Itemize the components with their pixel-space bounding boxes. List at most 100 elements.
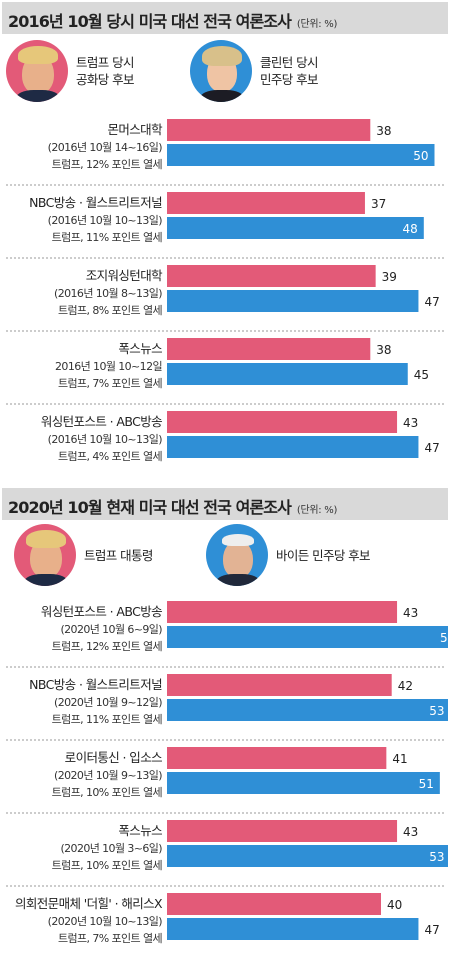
poll-gap-label: 트럼프, 10% 포인트 열세 [52,859,162,872]
bar-trump [167,893,381,915]
value-label-trump: 39 [382,270,397,284]
bar-democrat [167,144,435,166]
candidate-clinton-2016: 클린턴 당시 민주당 후보 [190,40,318,102]
poll-name-label: 폭스뉴스 [118,823,162,838]
value-label-democrat: 53 [429,850,444,864]
value-label-trump: 43 [403,606,418,620]
poll-group: 폭스뉴스 (2020년 10월 3~6일) 트럼프, 10% 포인트 열세 43 53 [6,812,448,872]
value-label-trump: 38 [376,124,391,138]
bar-trump [167,265,376,287]
poll-date-label: 2016년 10월 10~12일 [55,359,162,373]
poll-name-label: 워싱턴포스트 · ABC방송 [41,414,162,429]
bar-trump [167,119,371,141]
value-label-trump: 43 [403,825,418,839]
poll-name-label: 의회전문매체 '더힐' · 해리스X [15,896,163,911]
poll-group: 워싱턴포스트 · ABC방송 (2016년 10월 10~13일) 트럼프, 4% … [6,403,444,463]
candidate-trump-2016: 트럼프 당시 공화당 후보 [6,40,134,102]
candidate-label: 트럼프 당시 공화당 후보 [76,55,134,87]
bar-democrat [167,290,419,312]
poll-group: NBC방송 · 월스트리트저널 (2016년 10월 10~13일) 트럼프, 11… [6,184,444,244]
bar-trump [167,820,398,842]
candidate-label: 바이든 민주당 후보 [276,547,371,563]
value-label-trump: 41 [392,752,407,766]
candidate-label: 트럼프 대통령 [84,547,153,563]
poll-date-label: (2020년 10월 6~9일) [60,622,162,636]
bar-democrat [167,626,448,648]
value-label-trump: 38 [376,343,391,357]
value-label-democrat: 47 [424,441,439,455]
candidate-label: 클린턴 당시 민주당 후보 [260,55,318,87]
value-label-trump: 40 [387,898,402,912]
bar-trump [167,192,365,214]
value-label-trump: 42 [398,679,413,693]
value-label-democrat: 50 [413,149,428,163]
poll-panel-2016: 2016년 10월 당시 미국 대선 전국 여론조사 (단위: %) 트럼프 당시… [2,2,448,478]
bar-democrat [167,363,408,385]
poll-date-label: (2016년 10월 10~13일) [48,432,163,446]
bar-trump [167,674,392,696]
poll-gap-label: 트럼프, 12% 포인트 열세 [52,640,162,653]
bar-democrat [167,845,448,867]
poll-group: 워싱턴포스트 · ABC방송 (2020년 10월 6~9일) 트럼프, 12% 포… [41,601,448,653]
poll-date-label: (2020년 10월 10~13일) [48,914,163,928]
poll-group: 조지워싱턴대학 (2016년 10월 8~13일) 트럼프, 8% 포인트 열세 39… [6,257,444,317]
poll-date-label: (2020년 10월 9~13일) [54,768,162,782]
bar-trump [167,747,387,769]
poll-panel-2020: 2020년 10월 현재 미국 대선 전국 여론조사 (단위: %) 트럼프 대통… [2,488,448,958]
value-label-democrat: 45 [414,368,429,382]
trump-photo-icon [6,40,68,102]
value-label-democrat: 55 [440,631,448,645]
poll-name-label: NBC방송 · 월스트리트저널 [29,195,162,210]
poll-gap-label: 트럼프, 11% 포인트 열세 [52,231,162,244]
bar-democrat [167,918,419,940]
poll-group: 로이터통신 · 입소스 (2020년 10월 9~13일) 트럼프, 10% 포인트… [6,739,444,799]
poll-bars-2020: 워싱턴포스트 · ABC방송 (2020년 10월 6~9일) 트럼프, 12% 포… [6,601,448,945]
trump-photo-icon [14,524,76,586]
poll-group: NBC방송 · 월스트리트저널 (2020년 10월 9~12일) 트럼프, 11%… [6,666,448,726]
bar-democrat [167,436,419,458]
bar-trump [167,601,398,623]
bar-trump [167,338,371,360]
poll-name-label: 몬머스대학 [107,122,163,137]
value-label-democrat: 51 [419,777,434,791]
poll-date-label: (2016년 10월 14~16일) [48,140,163,154]
poll-gap-label: 트럼프, 8% 포인트 열세 [58,304,162,317]
poll-name-label: 로이터통신 · 입소스 [65,750,162,765]
poll-date-label: (2020년 10월 9~12일) [54,695,162,709]
candidate-trump-2020: 트럼프 대통령 [14,524,153,586]
poll-name-label: 조지워싱턴대학 [86,268,163,283]
bar-democrat [167,217,424,239]
poll-date-label: (2020년 10월 3~6일) [60,841,162,855]
bar-democrat [167,772,440,794]
panel-header: 2020년 10월 현재 미국 대선 전국 여론조사 (단위: %) [2,488,448,520]
value-label-democrat: 47 [424,923,439,937]
unit-label: (단위: %) [296,505,338,516]
poll-date-label: (2016년 10월 10~13일) [48,213,163,227]
value-label-trump: 43 [403,416,418,430]
poll-date-label: (2016년 10월 8~13일) [54,286,162,300]
poll-group: 의회전문매체 '더힐' · 해리스X (2020년 10월 10~13일) 트럼프,… [6,885,444,945]
chart-title: 2016년 10월 당시 미국 대선 전국 여론조사 (단위: %) [8,12,338,31]
bar-trump [167,411,398,433]
bar-democrat [167,699,448,721]
poll-gap-label: 트럼프, 11% 포인트 열세 [52,713,162,726]
poll-gap-label: 트럼프, 10% 포인트 열세 [52,786,162,799]
value-label-trump: 37 [371,197,386,211]
poll-name-label: NBC방송 · 월스트리트저널 [29,677,162,692]
candidate-biden-2020: 바이든 민주당 후보 [206,524,371,586]
poll-group: 몬머스대학 (2016년 10월 14~16일) 트럼프, 12% 포인트 열세 38… [48,119,435,171]
clinton-photo-icon [190,40,252,102]
panel-header: 2016년 10월 당시 미국 대선 전국 여론조사 (단위: %) [2,2,448,34]
value-label-democrat: 53 [429,704,444,718]
poll-name-label: 폭스뉴스 [118,341,162,356]
poll-gap-label: 트럼프, 7% 포인트 열세 [58,377,162,390]
chart-title: 2020년 10월 현재 미국 대선 전국 여론조사 (단위: %) [8,498,338,517]
poll-name-label: 워싱턴포스트 · ABC방송 [41,604,162,619]
value-label-democrat: 47 [424,295,439,309]
poll-gap-label: 트럼프, 12% 포인트 열세 [52,158,162,171]
biden-photo-icon [206,524,268,586]
poll-gap-label: 트럼프, 7% 포인트 열세 [58,932,162,945]
poll-gap-label: 트럼프, 4% 포인트 열세 [58,450,162,463]
value-label-democrat: 48 [403,222,418,236]
